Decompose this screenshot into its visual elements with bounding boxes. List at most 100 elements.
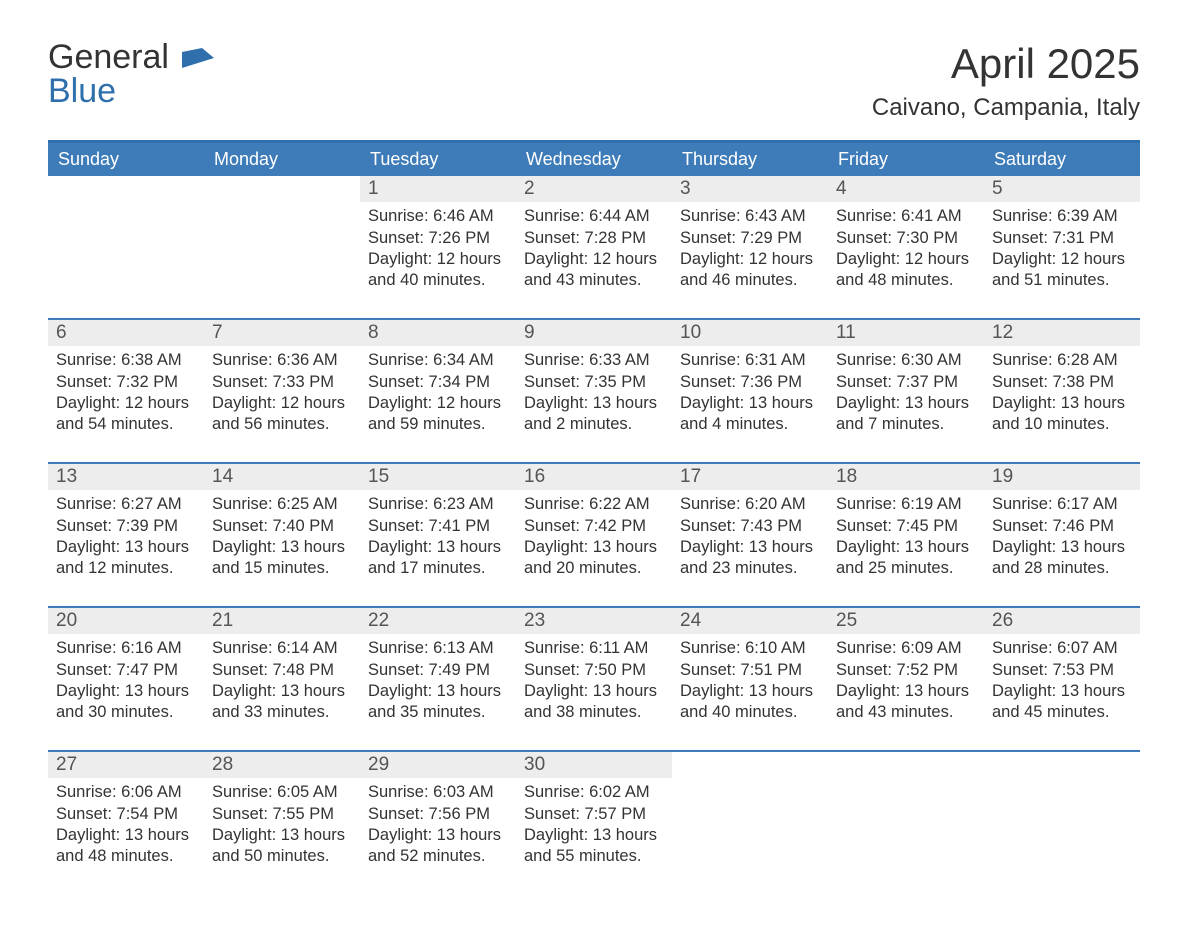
daylight-line: Daylight: 12 hours and 48 minutes. (836, 249, 976, 290)
day-number: 4 (828, 176, 984, 202)
day-number: 9 (516, 320, 672, 346)
sunset-line: Sunset: 7:41 PM (368, 516, 508, 537)
location-subtitle: Caivano, Campania, Italy (872, 94, 1140, 122)
sunset-line: Sunset: 7:42 PM (524, 516, 664, 537)
sunrise-line: Sunrise: 6:02 AM (524, 782, 664, 803)
sunrise-line: Sunrise: 6:22 AM (524, 494, 664, 515)
sunrise-line: Sunrise: 6:27 AM (56, 494, 196, 515)
daylight-line: Daylight: 13 hours and 7 minutes. (836, 393, 976, 434)
calendar-cell: 24Sunrise: 6:10 AMSunset: 7:51 PMDayligh… (672, 606, 828, 750)
sunset-line: Sunset: 7:49 PM (368, 660, 508, 681)
calendar-cell: 9Sunrise: 6:33 AMSunset: 7:35 PMDaylight… (516, 318, 672, 462)
daylight-line: Daylight: 13 hours and 28 minutes. (992, 537, 1132, 578)
day-number: 20 (48, 608, 204, 634)
sunset-line: Sunset: 7:37 PM (836, 372, 976, 393)
day-facts: Sunrise: 6:02 AMSunset: 7:57 PMDaylight:… (516, 778, 672, 867)
day-number: 25 (828, 608, 984, 634)
sunset-line: Sunset: 7:31 PM (992, 228, 1132, 249)
sunset-line: Sunset: 7:47 PM (56, 660, 196, 681)
day-facts: Sunrise: 6:13 AMSunset: 7:49 PMDaylight:… (360, 634, 516, 723)
logo-word-2: Blue (48, 72, 116, 110)
calendar-cell-empty (204, 176, 360, 318)
calendar-grid: SundayMondayTuesdayWednesdayThursdayFrid… (48, 140, 1140, 894)
sunrise-line: Sunrise: 6:19 AM (836, 494, 976, 515)
sunset-line: Sunset: 7:48 PM (212, 660, 352, 681)
sunrise-line: Sunrise: 6:10 AM (680, 638, 820, 659)
sunrise-line: Sunrise: 6:38 AM (56, 350, 196, 371)
sunrise-line: Sunrise: 6:17 AM (992, 494, 1132, 515)
day-number: 16 (516, 464, 672, 490)
flag-icon (182, 38, 214, 76)
sunset-line: Sunset: 7:26 PM (368, 228, 508, 249)
daylight-line: Daylight: 13 hours and 55 minutes. (524, 825, 664, 866)
day-number: 7 (204, 320, 360, 346)
daylight-line: Daylight: 13 hours and 17 minutes. (368, 537, 508, 578)
calendar-cell: 3Sunrise: 6:43 AMSunset: 7:29 PMDaylight… (672, 176, 828, 318)
day-number: 23 (516, 608, 672, 634)
day-number: 19 (984, 464, 1140, 490)
day-of-week-header: Sunday (48, 143, 204, 176)
sunset-line: Sunset: 7:57 PM (524, 804, 664, 825)
day-number: 28 (204, 752, 360, 778)
day-facts: Sunrise: 6:14 AMSunset: 7:48 PMDaylight:… (204, 634, 360, 723)
day-number: 26 (984, 608, 1140, 634)
daylight-line: Daylight: 13 hours and 38 minutes. (524, 681, 664, 722)
calendar-cell: 29Sunrise: 6:03 AMSunset: 7:56 PMDayligh… (360, 750, 516, 894)
day-facts: Sunrise: 6:41 AMSunset: 7:30 PMDaylight:… (828, 202, 984, 291)
day-facts: Sunrise: 6:20 AMSunset: 7:43 PMDaylight:… (672, 490, 828, 579)
daylight-line: Daylight: 13 hours and 10 minutes. (992, 393, 1132, 434)
sunset-line: Sunset: 7:50 PM (524, 660, 664, 681)
calendar-cell: 28Sunrise: 6:05 AMSunset: 7:55 PMDayligh… (204, 750, 360, 894)
sunrise-line: Sunrise: 6:34 AM (368, 350, 508, 371)
sunset-line: Sunset: 7:52 PM (836, 660, 976, 681)
day-of-week-header: Thursday (672, 143, 828, 176)
calendar-cell: 15 Sunrise: 6:23 AMSunset: 7:41 PMDayligh… (360, 462, 516, 606)
sunset-line: Sunset: 7:29 PM (680, 228, 820, 249)
sunset-line: Sunset: 7:40 PM (212, 516, 352, 537)
daylight-line: Daylight: 12 hours and 51 minutes. (992, 249, 1132, 290)
sunset-line: Sunset: 7:45 PM (836, 516, 976, 537)
logo: General Blue (48, 40, 214, 108)
day-facts: Sunrise: 6:27 AMSunset: 7:39 PMDaylight:… (48, 490, 204, 579)
calendar-cell: 4Sunrise: 6:41 AMSunset: 7:30 PMDaylight… (828, 176, 984, 318)
day-number: 3 (672, 176, 828, 202)
day-facts: Sunrise: 6:31 AMSunset: 7:36 PMDaylight:… (672, 346, 828, 435)
daylight-line: Daylight: 12 hours and 43 minutes. (524, 249, 664, 290)
daylight-line: Daylight: 13 hours and 40 minutes. (680, 681, 820, 722)
day-number: 2 (516, 176, 672, 202)
day-facts: Sunrise: 6:11 AMSunset: 7:50 PMDaylight:… (516, 634, 672, 723)
daylight-line: Daylight: 13 hours and 4 minutes. (680, 393, 820, 434)
sunset-line: Sunset: 7:39 PM (56, 516, 196, 537)
daylight-line: Daylight: 13 hours and 52 minutes. (368, 825, 508, 866)
daylight-line: Daylight: 13 hours and 12 minutes. (56, 537, 196, 578)
day-facts: Sunrise: 6:30 AMSunset: 7:37 PMDaylight:… (828, 346, 984, 435)
day-number: 15 (360, 464, 516, 490)
calendar-cell: 19Sunrise: 6:17 AMSunset: 7:46 PMDayligh… (984, 462, 1140, 606)
sunrise-line: Sunrise: 6:41 AM (836, 206, 976, 227)
sunrise-line: Sunrise: 6:33 AM (524, 350, 664, 371)
sunrise-line: Sunrise: 6:23 AM (368, 494, 508, 515)
sunrise-line: Sunrise: 6:07 AM (992, 638, 1132, 659)
calendar-cell-empty (828, 750, 984, 894)
sunset-line: Sunset: 7:30 PM (836, 228, 976, 249)
day-of-week-header: Friday (828, 143, 984, 176)
day-facts: Sunrise: 6:05 AMSunset: 7:55 PMDaylight:… (204, 778, 360, 867)
calendar-cell: 17Sunrise: 6:20 AMSunset: 7:43 PMDayligh… (672, 462, 828, 606)
sunset-line: Sunset: 7:34 PM (368, 372, 508, 393)
day-facts: Sunrise: 6:10 AMSunset: 7:51 PMDaylight:… (672, 634, 828, 723)
sunset-line: Sunset: 7:53 PM (992, 660, 1132, 681)
sunset-line: Sunset: 7:43 PM (680, 516, 820, 537)
day-number: 12 (984, 320, 1140, 346)
day-facts: Sunrise: 6:44 AMSunset: 7:28 PMDaylight:… (516, 202, 672, 291)
calendar-cell: 12Sunrise: 6:28 AMSunset: 7:38 PMDayligh… (984, 318, 1140, 462)
calendar-cell: 2Sunrise: 6:44 AMSunset: 7:28 PMDaylight… (516, 176, 672, 318)
day-number: 1 (360, 176, 516, 202)
sunset-line: Sunset: 7:32 PM (56, 372, 196, 393)
sunrise-line: Sunrise: 6:30 AM (836, 350, 976, 371)
sunrise-line: Sunrise: 6:39 AM (992, 206, 1132, 227)
day-facts: Sunrise: 6:19 AMSunset: 7:45 PMDaylight:… (828, 490, 984, 579)
calendar-cell: 8Sunrise: 6:34 AMSunset: 7:34 PMDaylight… (360, 318, 516, 462)
day-of-week-header: Saturday (984, 143, 1140, 176)
sunrise-line: Sunrise: 6:13 AM (368, 638, 508, 659)
day-facts: Sunrise: 6:25 AMSunset: 7:40 PMDaylight:… (204, 490, 360, 579)
